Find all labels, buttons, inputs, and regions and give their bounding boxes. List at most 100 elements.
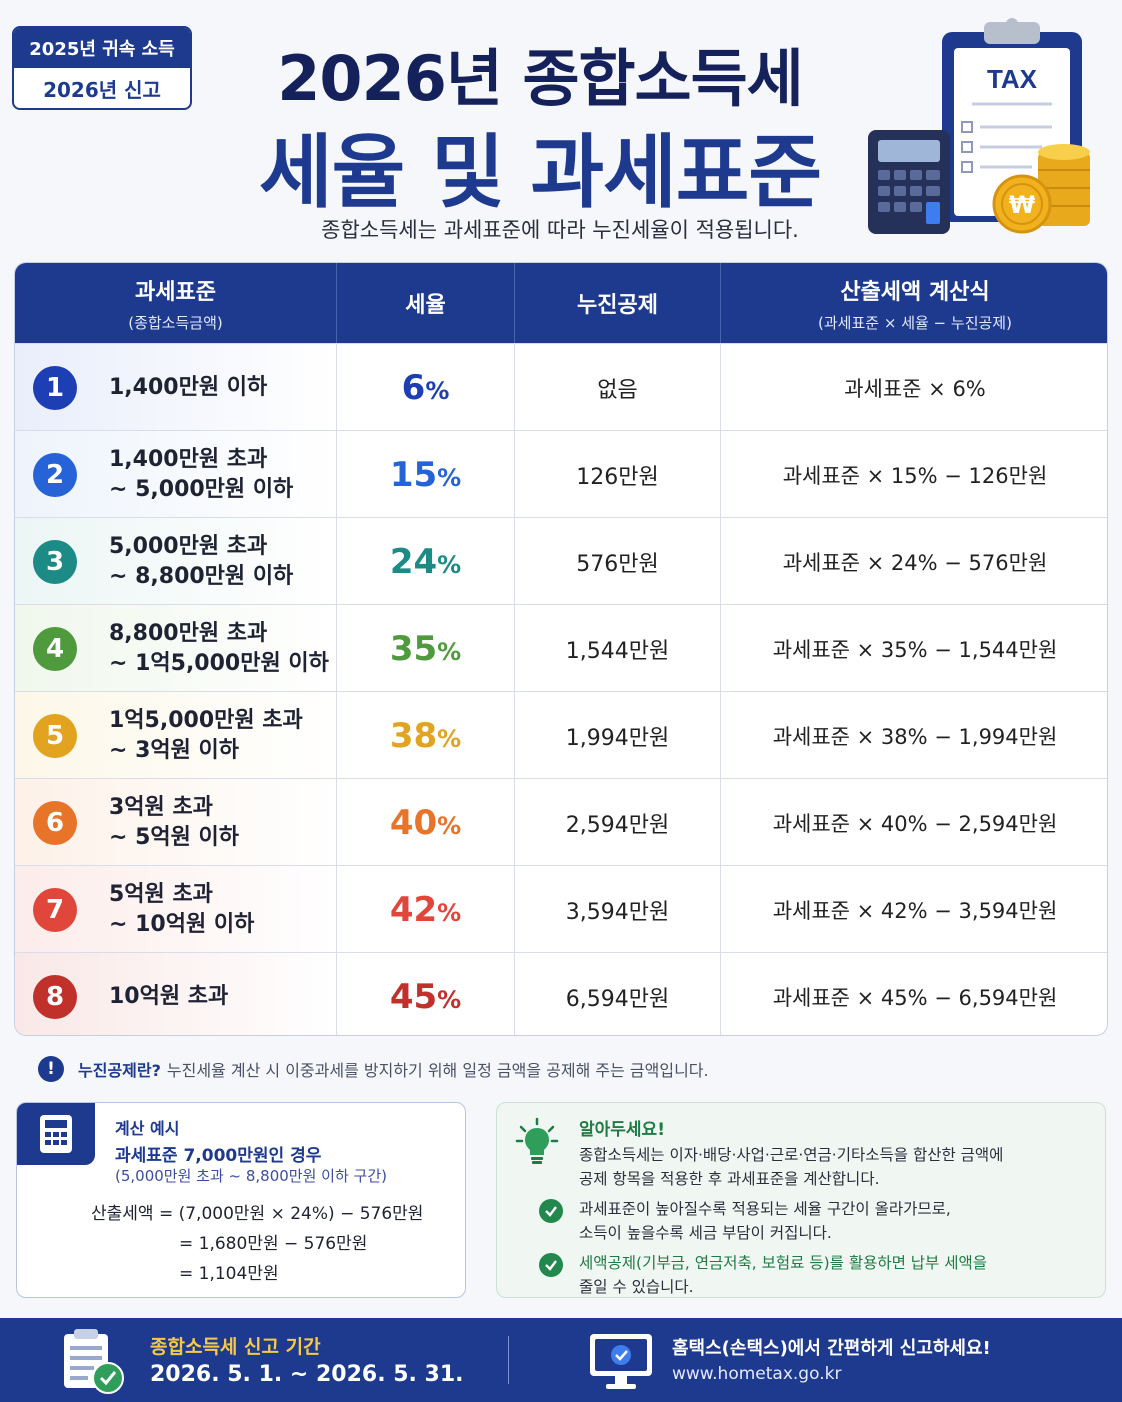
percent-sign: %	[425, 376, 450, 405]
column-header-formula: 산출세액 계산식 (과세표준 × 세율 − 누진공제)	[721, 263, 1107, 343]
hometax-url[interactable]: www.hometax.go.kr	[672, 1364, 842, 1384]
rate-cell: 6%	[337, 344, 515, 431]
tax-rate: 6%	[402, 368, 450, 408]
bracket-number-badge: 7	[33, 887, 77, 932]
bracket-range-line1: 5억원 초과	[109, 881, 213, 907]
footer-divider	[508, 1336, 509, 1384]
tip-text-1b: 공제 항목을 적용한 후 과세표준을 계산합니다.	[579, 1170, 880, 1188]
bracket-range-line1: 5,000만원 초과	[109, 533, 268, 559]
deduction-cell: 2,594만원	[515, 779, 721, 866]
tax-rate-value: 6	[401, 367, 426, 408]
bracket-range-line1: 8,800만원 초과	[109, 620, 268, 646]
bracket-range: 5억원 초과 ~ 10억원 이하	[109, 880, 254, 940]
tax-rate: 24%	[390, 542, 461, 582]
page-title-line2: 세율 및 과세표준	[259, 126, 822, 219]
rate-cell: 38%	[337, 692, 515, 779]
percent-sign: %	[437, 724, 462, 753]
calculator-icon	[40, 1115, 72, 1153]
rate-cell: 35%	[337, 605, 515, 692]
bracket-range-line1: 3억원 초과	[109, 794, 213, 820]
example-calc-step2: = 1,680만원 − 576만원	[179, 1234, 368, 1254]
table-header: 과세표준 (종합소득금액) 세율 누진공제 산출세액 계산식 (과세표준 × 세…	[15, 263, 1107, 343]
formula-cell: 과세표준 × 6%	[844, 376, 986, 401]
formula-cell: 과세표준 × 40% − 2,594만원	[772, 811, 1058, 836]
rate-cell: 24%	[337, 518, 515, 605]
column-sublabel: (종합소득금액)	[128, 313, 223, 332]
bracket-number-badge: 8	[33, 974, 77, 1019]
tax-rate-value: 40	[389, 802, 438, 843]
tax-rate-value: 38	[389, 715, 438, 756]
bracket-number-badge: 3	[33, 539, 77, 584]
table-row: 8 10억원 초과 45% 6,594만원 과세표준 × 45% − 6,594…	[15, 952, 1107, 1035]
bracket-cell: 2 1,400만원 초과 ~ 5,000만원 이하	[15, 431, 337, 518]
formula-cell: 과세표준 × 42% − 3,594만원	[772, 898, 1058, 923]
tax-rate: 42%	[390, 890, 461, 930]
table-row: 7 5억원 초과 ~ 10억원 이하 42% 3,594만원 과세표준 × 42…	[15, 865, 1107, 953]
bracket-range: 1억5,000만원 초과 ~ 3억원 이하	[109, 706, 303, 766]
calculator-icon	[868, 130, 950, 234]
column-header-deduction: 누진공제	[515, 263, 721, 343]
bracket-range-line2: ~ 10억원 이하	[109, 911, 255, 937]
rate-cell: 15%	[337, 431, 515, 518]
bracket-cell: 4 8,800만원 초과 ~ 1억5,000만원 이하	[15, 605, 337, 692]
formula-cell: 과세표준 × 24% − 576만원	[782, 550, 1048, 575]
tip-text-3b: 줄일 수 있습니다.	[579, 1278, 694, 1296]
bracket-range-line1: 10억원 초과	[109, 983, 229, 1009]
bracket-range: 3억원 초과 ~ 5억원 이하	[109, 793, 239, 853]
table-row: 2 1,400만원 초과 ~ 5,000만원 이하 15% 126만원 과세표준…	[15, 430, 1107, 518]
check-icon	[539, 1199, 563, 1223]
deduction-cell: 1,544만원	[515, 605, 721, 692]
badge-top-label: 2025년 귀속 소득	[14, 28, 190, 68]
column-label: 누진공제	[577, 293, 658, 318]
tax-rate-value: 45	[389, 976, 438, 1017]
bracket-range-line1: 1,400만원 이하	[109, 374, 268, 400]
bracket-range-line1: 1,400만원 초과	[109, 446, 268, 472]
formula-cell: 과세표준 × 45% − 6,594만원	[772, 985, 1058, 1010]
bracket-range: 8,800만원 초과 ~ 1억5,000만원 이하	[109, 619, 329, 679]
bracket-cell: 8 10억원 초과	[15, 953, 337, 1035]
percent-sign: %	[437, 898, 462, 927]
tip-text-2a: 과세표준이 높아질수록 적용되는 세율 구간이 올라가므로,	[579, 1200, 951, 1218]
bracket-range-line2: ~ 5억원 이하	[109, 824, 240, 850]
table-row: 3 5,000만원 초과 ~ 8,800만원 이하 24% 576만원 과세표준…	[15, 517, 1107, 605]
year-badge: 2025년 귀속 소득 2026년 신고	[12, 26, 192, 110]
tip-text-2b: 소득이 높을수록 세금 부담이 커집니다.	[579, 1224, 832, 1242]
filing-period-value: 2026. 5. 1. ~ 2026. 5. 31.	[150, 1362, 464, 1387]
filing-period-label: 종합소득세 신고 기간	[150, 1336, 321, 1358]
tax-rate: 15%	[390, 455, 461, 495]
bracket-cell: 1 1,400만원 이하	[15, 344, 337, 431]
tax-rate: 40%	[390, 803, 461, 843]
table-row: 6 3억원 초과 ~ 5억원 이하 40% 2,594만원 과세표준 × 40%…	[15, 778, 1107, 866]
column-label: 산출세액 계산식	[840, 279, 990, 305]
bracket-number-badge: 1	[33, 365, 77, 410]
bracket-range: 1,400만원 이하	[109, 373, 267, 403]
calculator-tab	[17, 1103, 95, 1165]
page-title-line1: 2026년 종합소득세	[277, 42, 803, 115]
bracket-range-line2: ~ 5,000만원 이하	[109, 476, 294, 502]
deduction-cell: 126만원	[515, 431, 721, 518]
table-row: 1 1,400만원 이하 6% 없음 과세표준 × 6%	[15, 343, 1107, 431]
column-label: 과세표준	[135, 279, 216, 305]
badge-bottom-label: 2026년 신고	[43, 77, 161, 102]
percent-sign: %	[437, 550, 462, 579]
tips-box: 알아두세요! 종합소득세는 이자·배당·사업·근로·연금·기타소득을 합산한 금…	[496, 1102, 1106, 1298]
formula-cell: 과세표준 × 15% − 126만원	[782, 463, 1048, 488]
deduction-cell: 3,594만원	[515, 866, 721, 953]
calculation-example-box: 계산 예시 과세표준 7,000만원인 경우 (5,000만원 초과 ~ 8,8…	[16, 1102, 466, 1298]
bracket-cell: 7 5억원 초과 ~ 10억원 이하	[15, 866, 337, 953]
deduction-cell: 1,994만원	[515, 692, 721, 779]
tip-text-1a: 종합소득세는 이자·배당·사업·근로·연금·기타소득을 합산한 금액에	[579, 1146, 1004, 1164]
tax-illustration: TAX ₩	[868, 18, 1090, 234]
tax-rate-value: 35	[389, 628, 438, 669]
percent-sign: %	[437, 985, 462, 1014]
tax-rate-table: 과세표준 (종합소득금액) 세율 누진공제 산출세액 계산식 (과세표준 × 세…	[14, 262, 1108, 1036]
bracket-cell: 6 3억원 초과 ~ 5억원 이하	[15, 779, 337, 866]
rate-cell: 45%	[337, 953, 515, 1035]
bracket-range: 1,400만원 초과 ~ 5,000만원 이하	[109, 445, 293, 505]
rate-cell: 42%	[337, 866, 515, 953]
tax-rate-value: 15	[389, 454, 438, 495]
example-bracket: (5,000만원 초과 ~ 8,800만원 이하 구간)	[115, 1167, 387, 1185]
note-title: 누진공제란?	[78, 1061, 161, 1080]
example-calc-result: = 1,104만원	[179, 1264, 279, 1284]
tips-title: 알아두세요!	[579, 1120, 665, 1140]
